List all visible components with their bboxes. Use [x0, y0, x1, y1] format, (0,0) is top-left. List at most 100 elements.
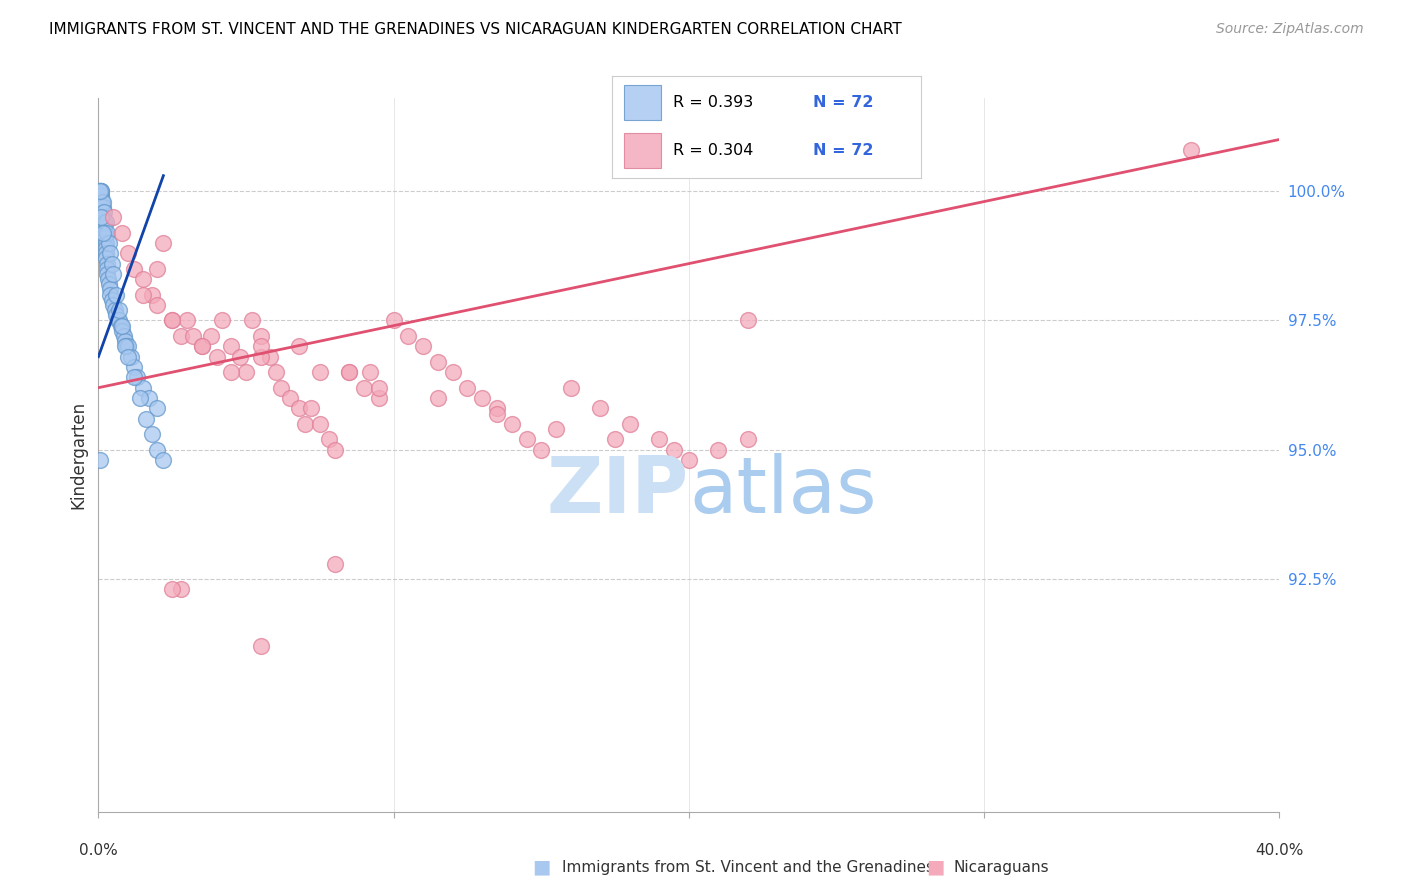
Point [128, 391, 150, 405]
Point [323, 442, 346, 457]
Point [117, 350, 139, 364]
Point [111, 318, 134, 333]
Point [664, 442, 686, 457]
Text: N = 72: N = 72 [813, 144, 873, 158]
Point [382, 313, 405, 327]
Point [619, 417, 641, 431]
Point [105, 308, 128, 322]
Point [94, 235, 117, 250]
Point [141, 287, 163, 301]
Point [560, 381, 582, 395]
Point [229, 350, 252, 364]
Point [318, 433, 340, 447]
Point [98, 246, 121, 260]
Point [368, 391, 391, 405]
Point [589, 401, 612, 416]
Point [93, 215, 115, 229]
Point [678, 453, 700, 467]
Point [132, 381, 155, 395]
Point [132, 287, 155, 301]
Point [235, 365, 257, 379]
Point [707, 442, 730, 457]
Point [93, 210, 115, 224]
Point [221, 365, 243, 379]
Point [91, 200, 114, 214]
Point [108, 303, 131, 318]
Point [250, 639, 273, 653]
Point [205, 350, 228, 364]
Point [339, 365, 360, 379]
Point [104, 303, 127, 318]
Point [412, 339, 434, 353]
Point [353, 381, 375, 395]
Point [114, 334, 136, 348]
Point [91, 205, 114, 219]
Point [396, 329, 419, 343]
Point [90, 189, 112, 203]
Y-axis label: Kindergarten: Kindergarten [69, 401, 87, 509]
Point [89, 184, 111, 198]
Point [530, 442, 553, 457]
Point [138, 391, 160, 405]
Text: ■: ■ [925, 857, 945, 877]
Point [737, 433, 759, 447]
Point [98, 282, 121, 296]
Point [96, 252, 118, 266]
Point [264, 365, 287, 379]
Text: 0.0%: 0.0% [79, 843, 118, 858]
Point [120, 350, 142, 364]
Point [103, 298, 125, 312]
Point [146, 442, 169, 457]
Point [115, 339, 138, 353]
Point [648, 433, 671, 447]
Point [323, 557, 346, 571]
Point [122, 359, 145, 374]
Point [546, 422, 568, 436]
Point [181, 329, 204, 343]
Point [170, 329, 193, 343]
Point [100, 293, 122, 307]
Point [89, 184, 111, 198]
Point [105, 287, 128, 301]
Point [114, 339, 136, 353]
Point [97, 277, 120, 292]
Point [122, 261, 145, 276]
Point [359, 365, 381, 379]
Point [91, 200, 114, 214]
Point [288, 339, 311, 353]
Point [122, 370, 145, 384]
Point [89, 184, 111, 198]
Point [162, 313, 183, 327]
Point [89, 184, 111, 198]
Point [110, 318, 132, 333]
Text: ■: ■ [531, 857, 551, 877]
Point [259, 350, 281, 364]
Point [486, 407, 509, 421]
Point [108, 313, 131, 327]
Point [89, 453, 111, 467]
Text: Immigrants from St. Vincent and the Grenadines: Immigrants from St. Vincent and the Gren… [562, 860, 935, 874]
Point [96, 226, 118, 240]
Point [90, 189, 112, 203]
Point [141, 427, 163, 442]
Point [125, 370, 148, 384]
Point [91, 194, 114, 209]
Text: ZIP: ZIP [547, 452, 689, 529]
Point [278, 391, 302, 405]
Point [96, 261, 118, 276]
Point [96, 267, 118, 281]
Point [250, 350, 273, 364]
Text: IMMIGRANTS FROM ST. VINCENT AND THE GRENADINES VS NICARAGUAN KINDERGARTEN CORREL: IMMIGRANTS FROM ST. VINCENT AND THE GREN… [49, 22, 903, 37]
Point [97, 235, 120, 250]
Point [97, 272, 120, 286]
Point [132, 272, 155, 286]
Point [605, 433, 627, 447]
Point [94, 226, 117, 240]
Point [339, 365, 360, 379]
Point [200, 329, 222, 343]
Point [100, 257, 122, 271]
Point [111, 324, 134, 338]
Point [90, 194, 112, 209]
Point [288, 401, 311, 416]
Point [98, 287, 121, 301]
